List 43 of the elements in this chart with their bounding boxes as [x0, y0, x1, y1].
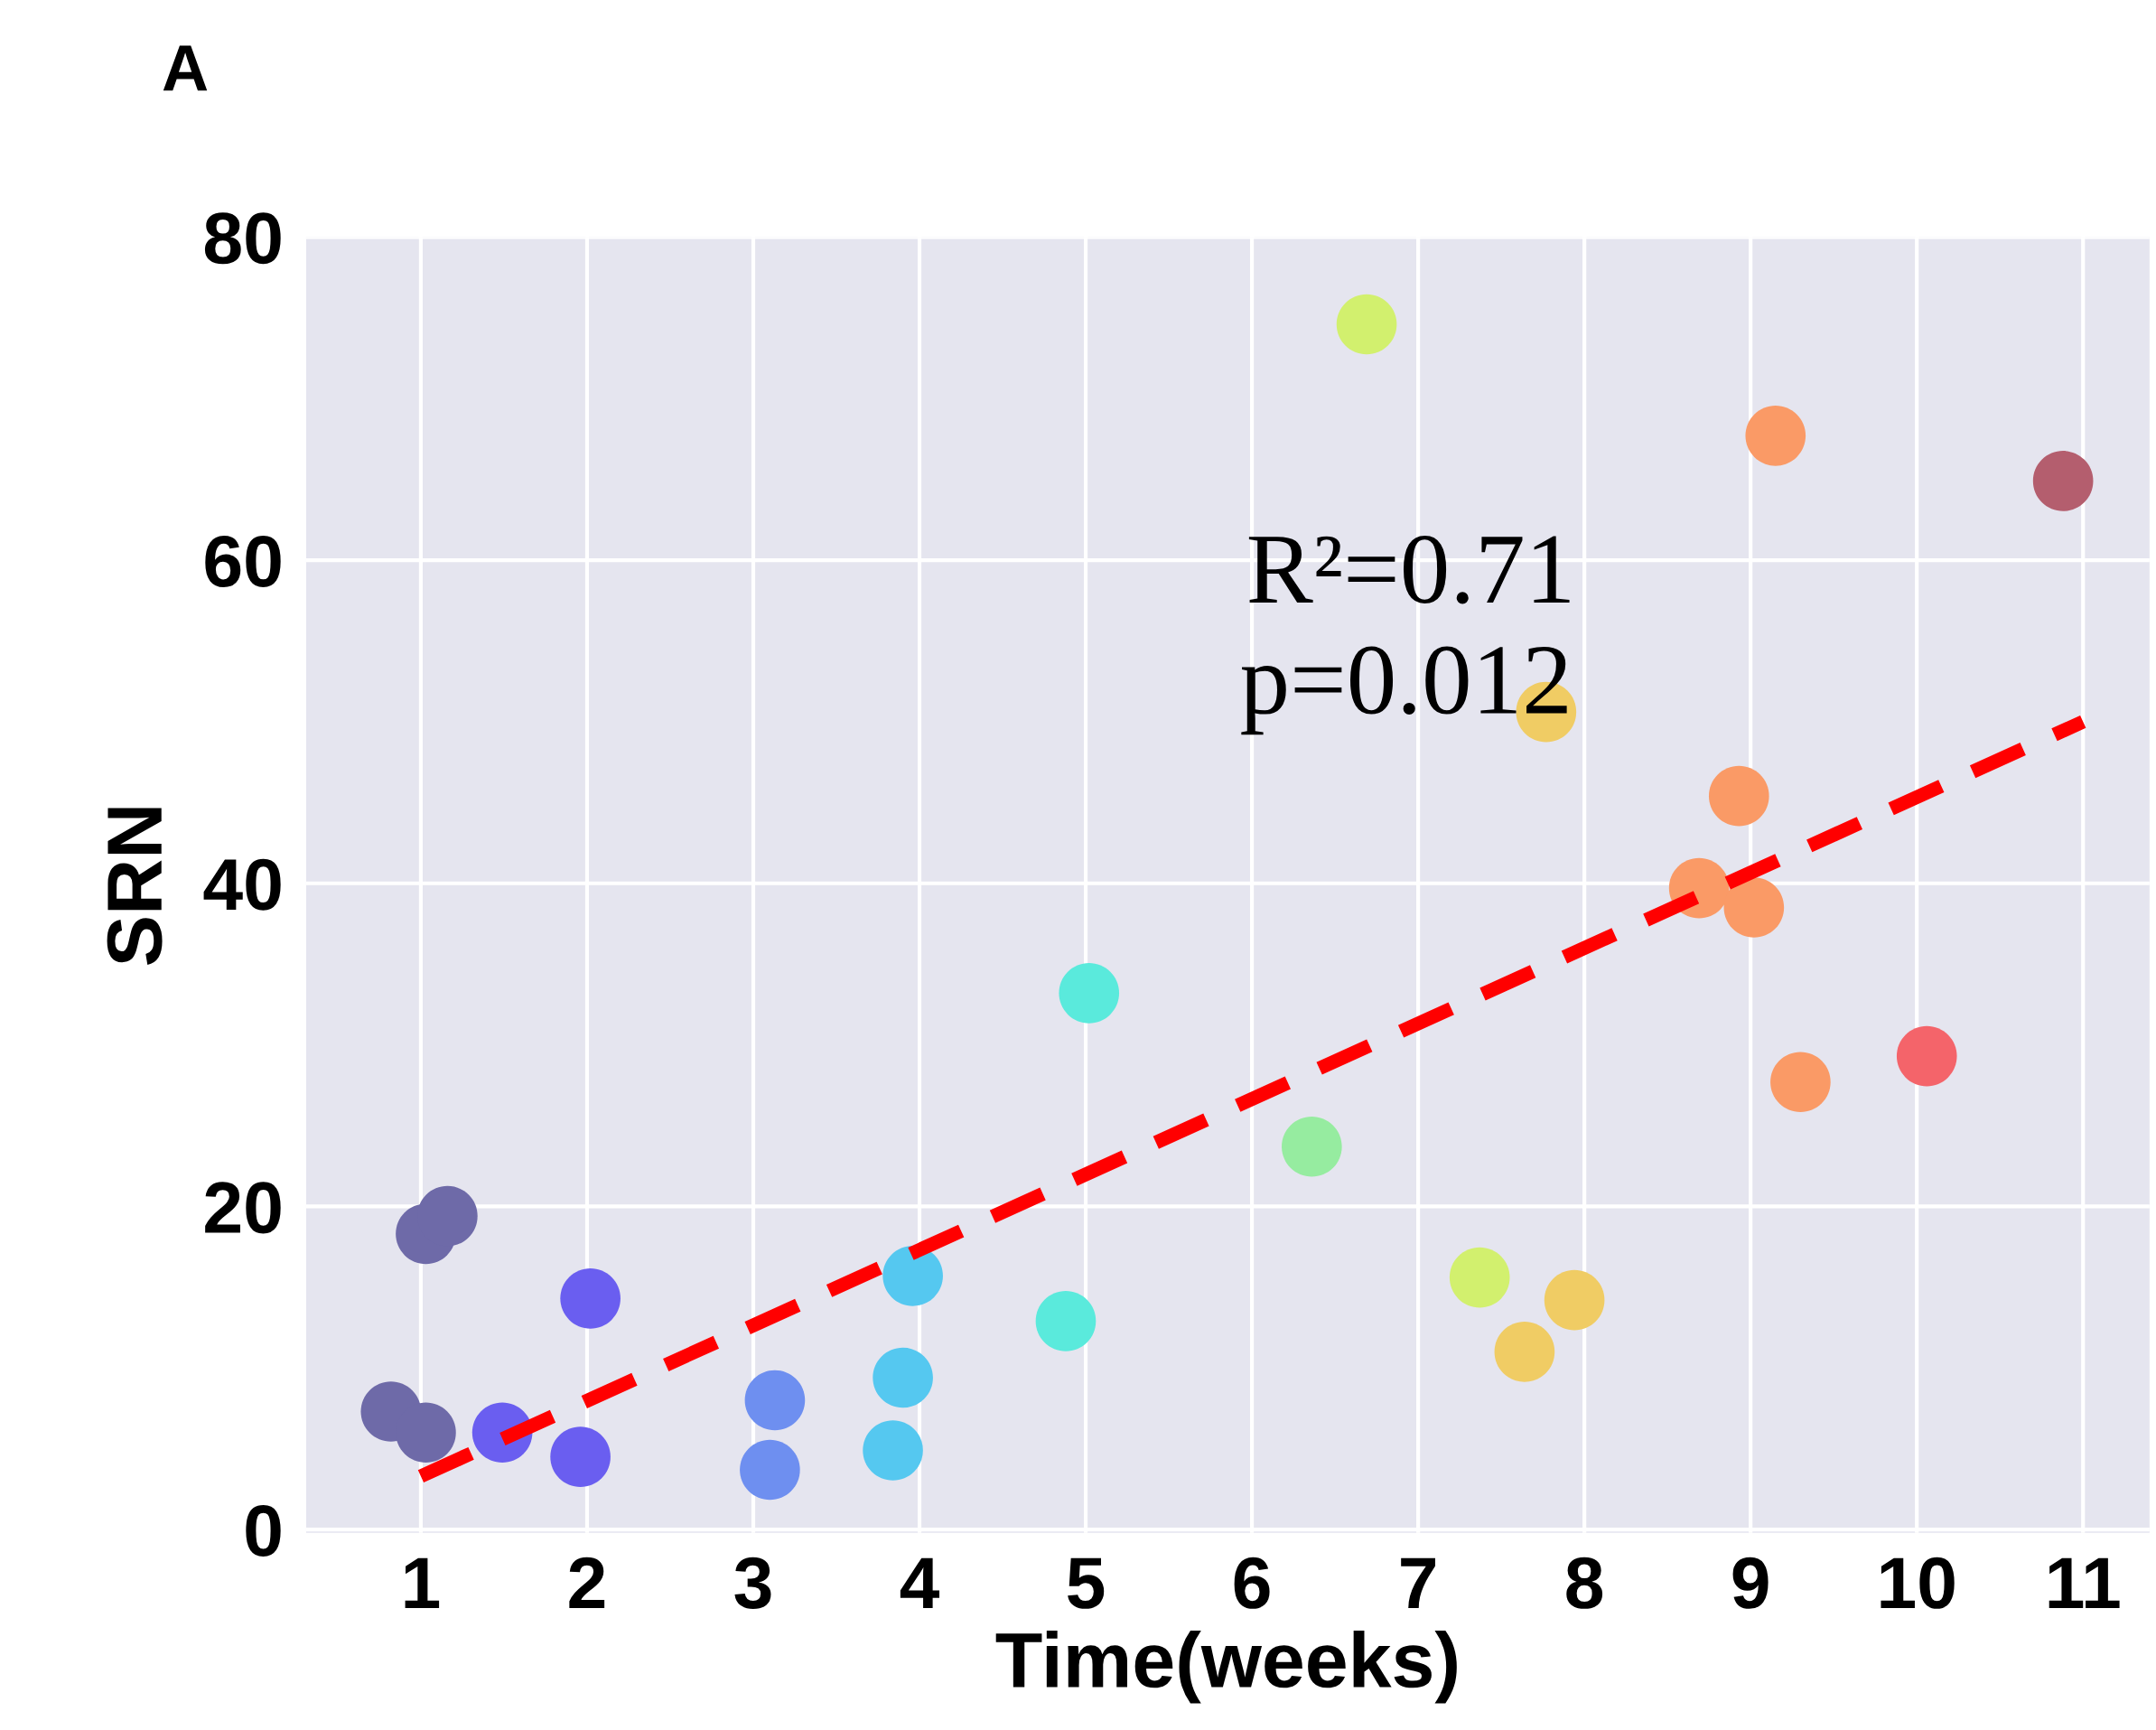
x-tick-label: 1: [405, 1557, 440, 1609]
x-tick-label: 2: [569, 1557, 605, 1609]
x-tick-label: 11: [2049, 1557, 2120, 1609]
y-tick-label: 60: [205, 535, 281, 588]
point: [1896, 1025, 1957, 1087]
y-tick-label: 20: [205, 1182, 281, 1234]
point: [744, 1370, 806, 1431]
point: [882, 1246, 943, 1306]
y-tick-label: 40: [203, 858, 281, 911]
x-tick-label: 9: [1732, 1557, 1769, 1609]
x-tick-label: 7: [1401, 1557, 1435, 1609]
point: [1282, 1116, 1342, 1177]
point: [1770, 1052, 1831, 1113]
point: [1494, 1322, 1555, 1382]
annotation: R²=0.71: [1248, 536, 1570, 604]
point: [863, 1420, 923, 1481]
point: [550, 1426, 611, 1487]
point: [1059, 963, 1120, 1024]
annotation: p=0.012: [1241, 646, 1567, 735]
x-tick-label: 8: [1566, 1557, 1603, 1609]
point: [396, 1402, 456, 1463]
point: [1035, 1291, 1097, 1351]
point: [1745, 406, 1806, 466]
x-tick-label: 10: [1881, 1557, 1955, 1609]
point: [2032, 451, 2094, 511]
text: A: [163, 45, 208, 91]
point: [1723, 877, 1785, 938]
y-tick-label: 80: [204, 212, 281, 265]
point: [1336, 294, 1397, 355]
point: [1708, 765, 1769, 827]
x-tick-label: 5: [1068, 1557, 1105, 1609]
y-tick-label: 0: [246, 1505, 281, 1557]
point: [560, 1268, 621, 1329]
x-tick-label: 3: [734, 1557, 771, 1609]
x-axis-title: Time(weeks): [995, 1631, 1457, 1704]
x-tick-label: 6: [1234, 1557, 1270, 1609]
point: [1544, 1269, 1605, 1331]
x-tick-label: 4: [900, 1557, 939, 1609]
point: [740, 1439, 800, 1501]
point: [873, 1347, 933, 1408]
y-axis-title: SRN: [107, 808, 163, 965]
point: [417, 1185, 478, 1247]
point: [1449, 1247, 1510, 1308]
